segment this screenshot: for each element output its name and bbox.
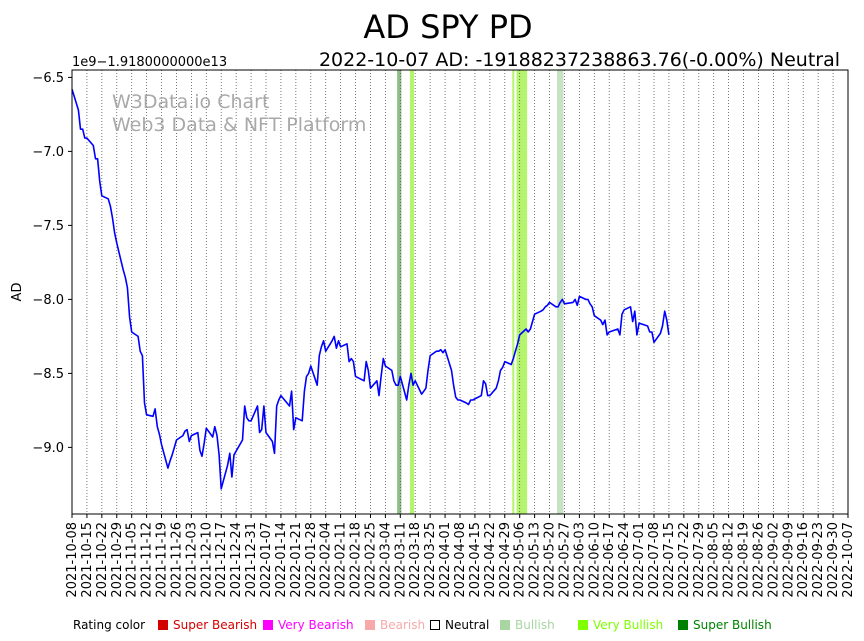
legend-label: Very Bullish bbox=[593, 618, 663, 632]
watermark-line-1: W3Data.io Chart bbox=[112, 91, 269, 113]
x-tick-label: 2022-05-13 bbox=[528, 522, 543, 598]
x-tick-label: 2022-04-15 bbox=[468, 522, 483, 598]
x-tick-label: 2022-04-08 bbox=[453, 522, 468, 598]
x-tick-label: 2021-12-03 bbox=[184, 522, 199, 598]
legend-swatch bbox=[678, 620, 688, 630]
x-gridlines bbox=[71, 70, 849, 514]
x-tick-label: 2021-10-29 bbox=[110, 522, 125, 598]
x-tick-label: 2022-05-06 bbox=[513, 522, 528, 598]
y-tick-label: −9.0 bbox=[32, 441, 64, 456]
x-tick-label: 2022-07-22 bbox=[677, 522, 692, 598]
x-tick-label: 2022-09-30 bbox=[826, 522, 841, 598]
x-tick-label: 2022-05-20 bbox=[543, 522, 558, 598]
x-tick-label: 2022-03-25 bbox=[423, 522, 438, 598]
y-axis-ticks: −6.5 −7.0 −7.5 −8.0 −8.5 −9.0 bbox=[32, 71, 72, 456]
x-tick-label: 2022-01-21 bbox=[289, 522, 304, 598]
ad-series bbox=[71, 88, 670, 490]
y-tick-label: −7.0 bbox=[32, 145, 64, 160]
x-tick-label: 2021-11-19 bbox=[155, 522, 170, 598]
rating-band-4 bbox=[516, 70, 528, 514]
x-tick-label: 2022-04-01 bbox=[438, 522, 453, 598]
x-tick-label: 2022-09-16 bbox=[796, 522, 811, 598]
legend-swatch bbox=[365, 620, 375, 630]
rating-band-2 bbox=[409, 70, 415, 514]
x-tick-label: 2022-03-18 bbox=[408, 522, 423, 598]
x-tick-label: 2022-06-10 bbox=[587, 522, 602, 598]
x-tick-label: 2022-08-05 bbox=[707, 522, 722, 598]
x-tick-label: 2022-07-29 bbox=[692, 522, 707, 598]
y-tick-label: −6.5 bbox=[32, 71, 64, 86]
x-tick-label: 2022-07-01 bbox=[632, 522, 647, 598]
y-tick-label: −8.5 bbox=[32, 367, 64, 382]
x-tick-label: 2021-10-08 bbox=[65, 522, 80, 598]
x-tick-label: 2022-07-08 bbox=[647, 522, 662, 598]
x-tick-label: 2021-10-15 bbox=[80, 522, 95, 598]
legend-label: Super Bullish bbox=[693, 618, 772, 632]
x-tick-label: 2021-11-05 bbox=[125, 522, 140, 598]
x-tick-label: 2022-09-09 bbox=[781, 522, 796, 598]
x-axis-ticks: 2021-10-08 2021-10-15 2021-10-22 2021-10-29… bbox=[65, 514, 856, 598]
x-tick-label: 2021-10-22 bbox=[95, 522, 110, 598]
x-tick-label: 2022-09-02 bbox=[766, 522, 781, 598]
x-tick-label: 2022-06-24 bbox=[617, 522, 632, 598]
x-tick-label: 2022-06-17 bbox=[602, 522, 617, 598]
legend-swatch bbox=[500, 620, 510, 630]
ad-line bbox=[71, 88, 670, 490]
x-tick-label: 2022-03-04 bbox=[378, 522, 393, 598]
y-tick-label: −7.5 bbox=[32, 219, 64, 234]
legend-swatch bbox=[263, 620, 273, 630]
x-tick-label: 2022-05-27 bbox=[557, 522, 572, 598]
x-tick-label: 2022-01-14 bbox=[274, 522, 289, 598]
x-tick-label: 2022-01-28 bbox=[304, 522, 319, 598]
watermark-line-2: Web3 Data & NFT Platform bbox=[112, 114, 366, 136]
legend-label: Neutral bbox=[445, 618, 489, 632]
x-tick-label: 2021-12-24 bbox=[229, 522, 244, 598]
legend-swatch bbox=[578, 620, 588, 630]
x-tick-label: 2022-01-07 bbox=[259, 522, 274, 598]
rating-band-1 bbox=[397, 70, 402, 514]
watermark: W3Data.io Chart Web3 Data & NFT Platform bbox=[112, 91, 366, 136]
x-tick-label: 2022-02-18 bbox=[349, 522, 364, 598]
x-tick-label: 2022-07-15 bbox=[662, 522, 677, 598]
legend-label: Super Bearish bbox=[173, 618, 257, 632]
legend-label: Bearish bbox=[380, 618, 425, 632]
x-tick-label: 2022-06-03 bbox=[572, 522, 587, 598]
chart-title: AD SPY PD bbox=[363, 8, 532, 46]
legend-title: Rating color bbox=[73, 618, 145, 632]
legend-swatch bbox=[158, 620, 168, 630]
x-tick-label: 2022-10-07 bbox=[841, 522, 856, 598]
x-tick-label: 2022-08-26 bbox=[751, 522, 766, 598]
x-tick-label: 2022-04-22 bbox=[483, 522, 498, 598]
y-tick-label: −8.0 bbox=[32, 293, 64, 308]
y-offset-label: 1e9−1.9180000000e13 bbox=[72, 55, 227, 70]
x-tick-label: 2021-12-10 bbox=[199, 522, 214, 598]
rating-legend: Rating color Super Bearish Very Bearish Be… bbox=[73, 618, 772, 632]
y-axis-label: AD bbox=[10, 283, 25, 302]
x-tick-label: 2021-12-17 bbox=[214, 522, 229, 598]
x-tick-label: 2022-09-23 bbox=[811, 522, 826, 598]
x-tick-label: 2022-02-11 bbox=[334, 522, 349, 598]
x-tick-label: 2022-02-25 bbox=[363, 522, 378, 598]
x-tick-label: 2022-08-19 bbox=[737, 522, 752, 598]
rating-band-5 bbox=[557, 70, 564, 514]
legend-label: Very Bearish bbox=[278, 618, 354, 632]
chart-subtitle: 2022-10-07 AD: -19188237238863.76(-0.00%… bbox=[319, 49, 840, 71]
x-tick-label: 2022-03-11 bbox=[393, 522, 408, 598]
legend-swatch bbox=[430, 620, 440, 630]
legend-label: Bullish bbox=[515, 618, 555, 632]
x-tick-label: 2021-11-26 bbox=[169, 522, 184, 598]
x-tick-label: 2022-08-12 bbox=[722, 522, 737, 598]
x-tick-label: 2021-12-31 bbox=[244, 522, 259, 598]
x-tick-label: 2021-11-12 bbox=[140, 522, 155, 598]
x-tick-label: 2022-04-29 bbox=[498, 522, 513, 598]
rating-bands bbox=[397, 70, 564, 514]
rating-band-3 bbox=[512, 70, 515, 514]
x-tick-label: 2022-02-04 bbox=[319, 522, 334, 598]
